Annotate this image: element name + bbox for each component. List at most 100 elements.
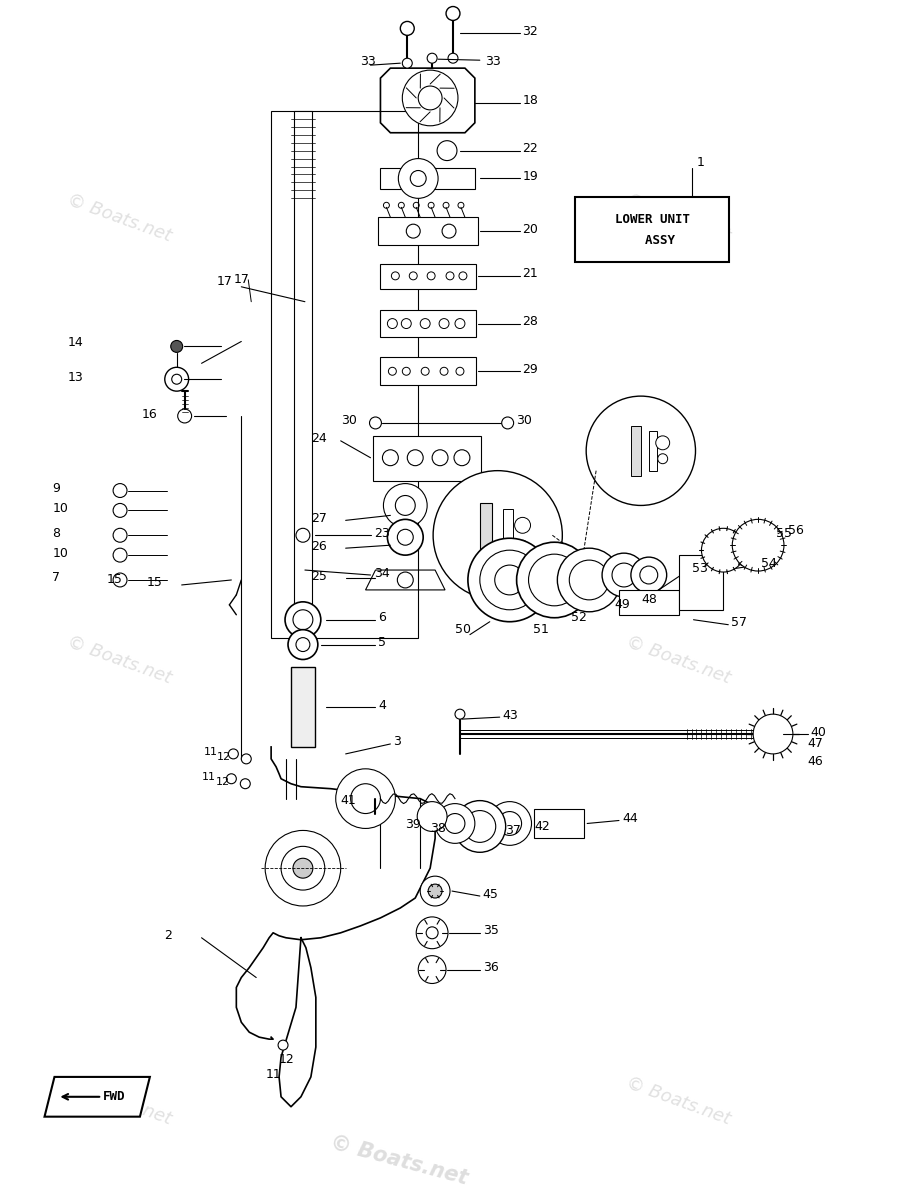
Text: © Boats.net: © Boats.net xyxy=(65,632,175,686)
Text: 32: 32 xyxy=(523,25,538,38)
Circle shape xyxy=(389,367,396,376)
Text: 29: 29 xyxy=(523,362,538,376)
Circle shape xyxy=(448,53,458,64)
Circle shape xyxy=(399,158,439,198)
Bar xyxy=(575,197,729,262)
Bar xyxy=(631,426,641,475)
Text: 27: 27 xyxy=(311,512,327,524)
Text: 53: 53 xyxy=(691,562,708,575)
Text: 30: 30 xyxy=(516,414,532,427)
Text: 51: 51 xyxy=(533,623,548,636)
Text: 10: 10 xyxy=(53,502,68,515)
Text: 30: 30 xyxy=(341,414,357,427)
Circle shape xyxy=(400,22,414,35)
Text: 25: 25 xyxy=(311,570,327,582)
Circle shape xyxy=(410,272,418,280)
Circle shape xyxy=(410,170,426,186)
Text: 5: 5 xyxy=(379,636,387,649)
Circle shape xyxy=(480,550,539,610)
Text: © Boats.net: © Boats.net xyxy=(328,1133,470,1188)
Text: 38: 38 xyxy=(430,822,446,835)
Circle shape xyxy=(391,272,400,280)
Text: 18: 18 xyxy=(523,95,538,108)
Circle shape xyxy=(388,318,398,329)
Text: 16: 16 xyxy=(142,408,158,420)
Text: 49: 49 xyxy=(614,599,630,611)
Circle shape xyxy=(420,318,430,329)
Text: 20: 20 xyxy=(523,223,538,235)
Text: 4: 4 xyxy=(379,698,386,712)
Circle shape xyxy=(455,318,465,329)
Text: 13: 13 xyxy=(67,371,83,384)
Text: 26: 26 xyxy=(311,540,327,553)
Circle shape xyxy=(437,140,457,161)
Text: 12: 12 xyxy=(217,752,231,762)
Text: 2: 2 xyxy=(164,929,171,942)
Text: 55: 55 xyxy=(776,527,792,540)
Circle shape xyxy=(241,754,251,764)
Bar xyxy=(503,510,513,562)
Text: 22: 22 xyxy=(523,142,538,155)
Text: 35: 35 xyxy=(483,924,498,937)
Circle shape xyxy=(402,70,458,126)
Bar xyxy=(480,504,492,568)
Bar xyxy=(373,436,481,480)
Text: 14: 14 xyxy=(67,336,83,349)
Circle shape xyxy=(420,876,450,906)
Circle shape xyxy=(402,59,412,68)
Bar xyxy=(381,264,476,289)
Bar xyxy=(379,217,477,245)
Circle shape xyxy=(293,858,313,878)
Circle shape xyxy=(370,416,381,428)
Bar xyxy=(291,667,315,746)
Text: 28: 28 xyxy=(523,316,538,328)
Circle shape xyxy=(495,565,525,595)
Circle shape xyxy=(426,926,439,938)
Circle shape xyxy=(113,574,127,587)
Text: 11: 11 xyxy=(201,772,216,781)
Text: 1: 1 xyxy=(697,156,704,169)
Circle shape xyxy=(419,955,446,984)
Text: 17: 17 xyxy=(234,274,249,287)
Text: 21: 21 xyxy=(523,268,538,281)
Text: LOWER UNIT
  ASSY: LOWER UNIT ASSY xyxy=(615,212,689,247)
Circle shape xyxy=(753,714,793,754)
Circle shape xyxy=(351,784,381,814)
Circle shape xyxy=(178,409,191,422)
Circle shape xyxy=(293,610,313,630)
Circle shape xyxy=(406,224,420,238)
Circle shape xyxy=(454,800,506,852)
Bar xyxy=(381,168,475,190)
Circle shape xyxy=(459,272,467,280)
Circle shape xyxy=(401,318,411,329)
Text: 23: 23 xyxy=(374,527,390,540)
Circle shape xyxy=(497,811,522,835)
Circle shape xyxy=(336,769,395,828)
Circle shape xyxy=(113,548,127,562)
Text: 15: 15 xyxy=(147,576,163,589)
Text: 43: 43 xyxy=(503,709,518,721)
Bar xyxy=(294,110,312,608)
Text: 39: 39 xyxy=(405,818,421,830)
Circle shape xyxy=(281,846,324,890)
Circle shape xyxy=(113,504,127,517)
Text: FWD: FWD xyxy=(103,1091,125,1103)
Circle shape xyxy=(172,374,182,384)
Circle shape xyxy=(113,484,127,498)
Text: 3: 3 xyxy=(393,736,401,749)
Circle shape xyxy=(455,709,465,719)
Circle shape xyxy=(383,484,427,527)
Circle shape xyxy=(427,272,435,280)
Circle shape xyxy=(435,804,475,844)
Text: 33: 33 xyxy=(361,55,376,67)
Bar xyxy=(679,556,723,610)
Circle shape xyxy=(467,539,552,622)
Circle shape xyxy=(487,802,532,845)
Circle shape xyxy=(528,554,580,606)
Text: 52: 52 xyxy=(572,611,587,624)
Circle shape xyxy=(419,86,442,110)
Text: 54: 54 xyxy=(761,557,777,570)
Text: 15: 15 xyxy=(107,574,123,587)
Circle shape xyxy=(701,528,746,572)
Circle shape xyxy=(296,637,310,652)
